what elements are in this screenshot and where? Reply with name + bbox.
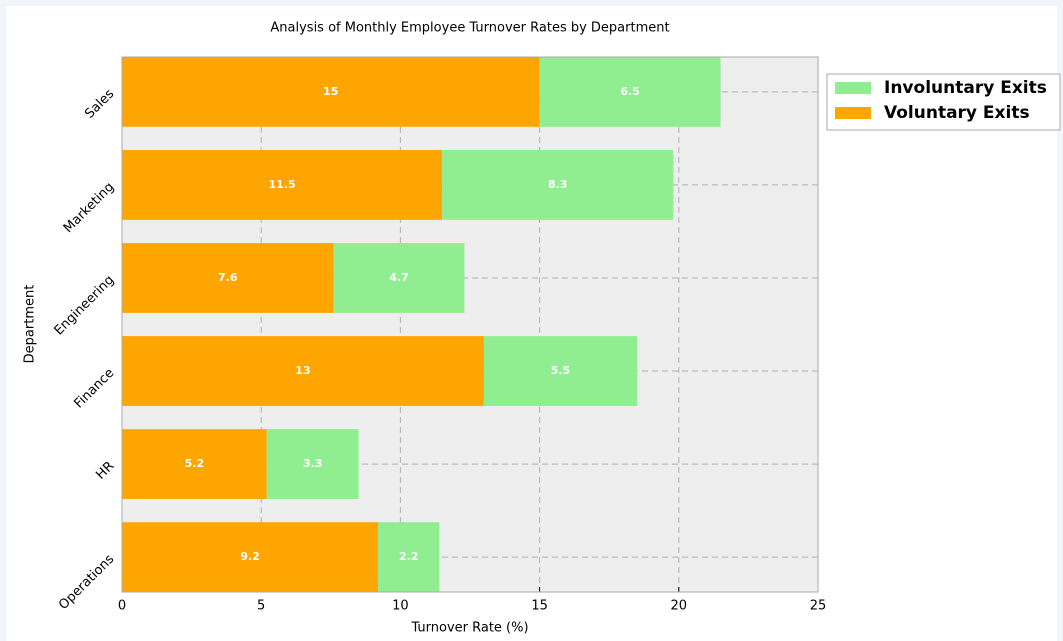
legend-swatch [835,107,871,119]
bar-segment [266,429,359,499]
bar-segment [539,57,721,127]
chart-title: Analysis of Monthly Employee Turnover Ra… [270,21,669,36]
value-label: 13 [295,364,310,377]
value-label: 15 [323,85,338,98]
value-label: 6.5 [620,85,640,98]
value-label: 9.2 [240,550,260,563]
x-tick-label: 25 [810,599,827,614]
value-label: 5.5 [551,364,571,377]
value-label: 5.2 [185,457,205,470]
bar-segment [122,429,267,499]
legend-swatch [835,82,871,94]
x-tick-label: 10 [392,599,409,614]
bar-segment [122,522,379,592]
bar-segment [122,243,334,313]
legend-label: Involuntary Exits [884,78,1047,98]
x-tick-label: 0 [118,599,126,614]
y-axis-label: Department [23,285,38,364]
bar-segment [122,57,540,127]
value-label: 11.5 [269,178,296,191]
bar-segment [378,522,440,592]
x-axis-label: Turnover Rate (%) [410,621,528,636]
bar-segment [122,150,443,220]
x-tick-label: 5 [257,599,265,614]
value-label: 4.7 [389,271,409,284]
x-tick-label: 20 [671,599,688,614]
bar-segment [122,336,484,406]
value-label: 2.2 [399,550,419,563]
x-tick-label: 15 [531,599,548,614]
bar-segment [442,150,674,220]
bar-segment [333,243,465,313]
value-label: 7.6 [218,271,238,284]
value-label: 3.3 [303,457,323,470]
legend-label: Voluntary Exits [884,103,1030,123]
value-label: 8.3 [548,178,568,191]
plot-frame [121,56,819,593]
plot-background [122,57,818,592]
bar-segment [483,336,638,406]
